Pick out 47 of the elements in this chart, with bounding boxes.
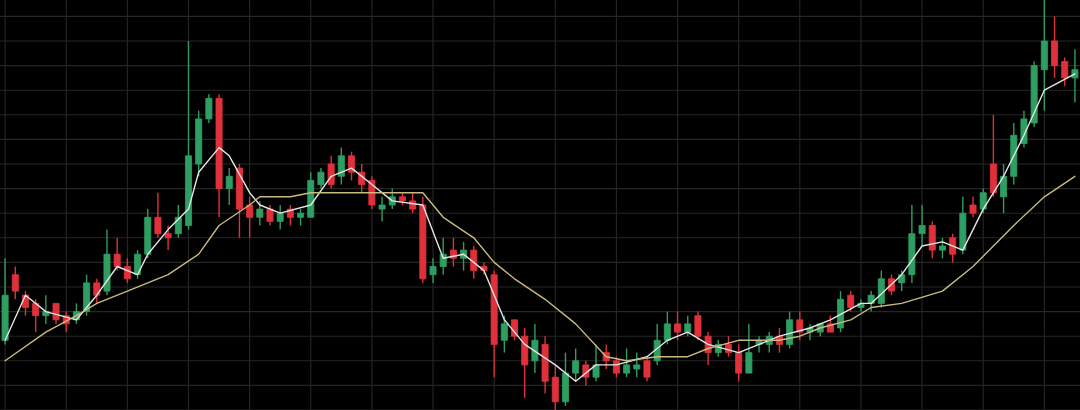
candlestick xyxy=(256,200,264,227)
candlestick xyxy=(500,315,508,354)
candlestick xyxy=(32,298,40,333)
candlestick xyxy=(735,343,743,382)
candlestick xyxy=(918,204,926,247)
candlestick xyxy=(938,237,946,259)
candlestick xyxy=(847,290,855,313)
candlestick xyxy=(633,351,641,378)
candlestick xyxy=(969,196,977,218)
candlestick xyxy=(592,343,600,382)
candlestick xyxy=(470,245,478,280)
candlestick xyxy=(1000,163,1008,214)
candlestick xyxy=(684,315,692,337)
candlestick xyxy=(337,146,345,186)
candlestick xyxy=(1071,48,1079,104)
candlestick xyxy=(663,310,671,346)
candlestick xyxy=(643,356,651,382)
candlestick xyxy=(327,155,335,190)
candlestick xyxy=(42,294,50,325)
candlestick xyxy=(164,224,172,251)
candlestick xyxy=(134,249,142,280)
candlestick xyxy=(52,302,60,325)
candlestick xyxy=(623,347,631,378)
candlestick xyxy=(11,265,19,300)
candlestick xyxy=(429,257,437,284)
candlestick xyxy=(225,167,233,206)
candlestick xyxy=(572,347,580,382)
candlestick xyxy=(113,237,121,272)
candlestick xyxy=(949,233,957,264)
candlestick xyxy=(93,278,101,305)
candlestick xyxy=(796,310,804,341)
candlestick xyxy=(409,192,417,214)
candlestick xyxy=(317,167,325,190)
candlestick xyxy=(1061,56,1069,87)
candlestick xyxy=(378,196,386,223)
candlestick xyxy=(745,323,753,374)
candlestick xyxy=(205,93,213,124)
candlestick xyxy=(266,204,274,227)
candlestick xyxy=(276,204,284,231)
candlestick xyxy=(674,310,682,341)
candlestick xyxy=(348,151,355,182)
candlestick xyxy=(694,310,702,341)
candlestick xyxy=(531,323,539,374)
candlestick xyxy=(979,187,987,214)
candlestick xyxy=(246,196,254,239)
candlestick xyxy=(174,204,182,239)
candlestick xyxy=(154,192,162,239)
